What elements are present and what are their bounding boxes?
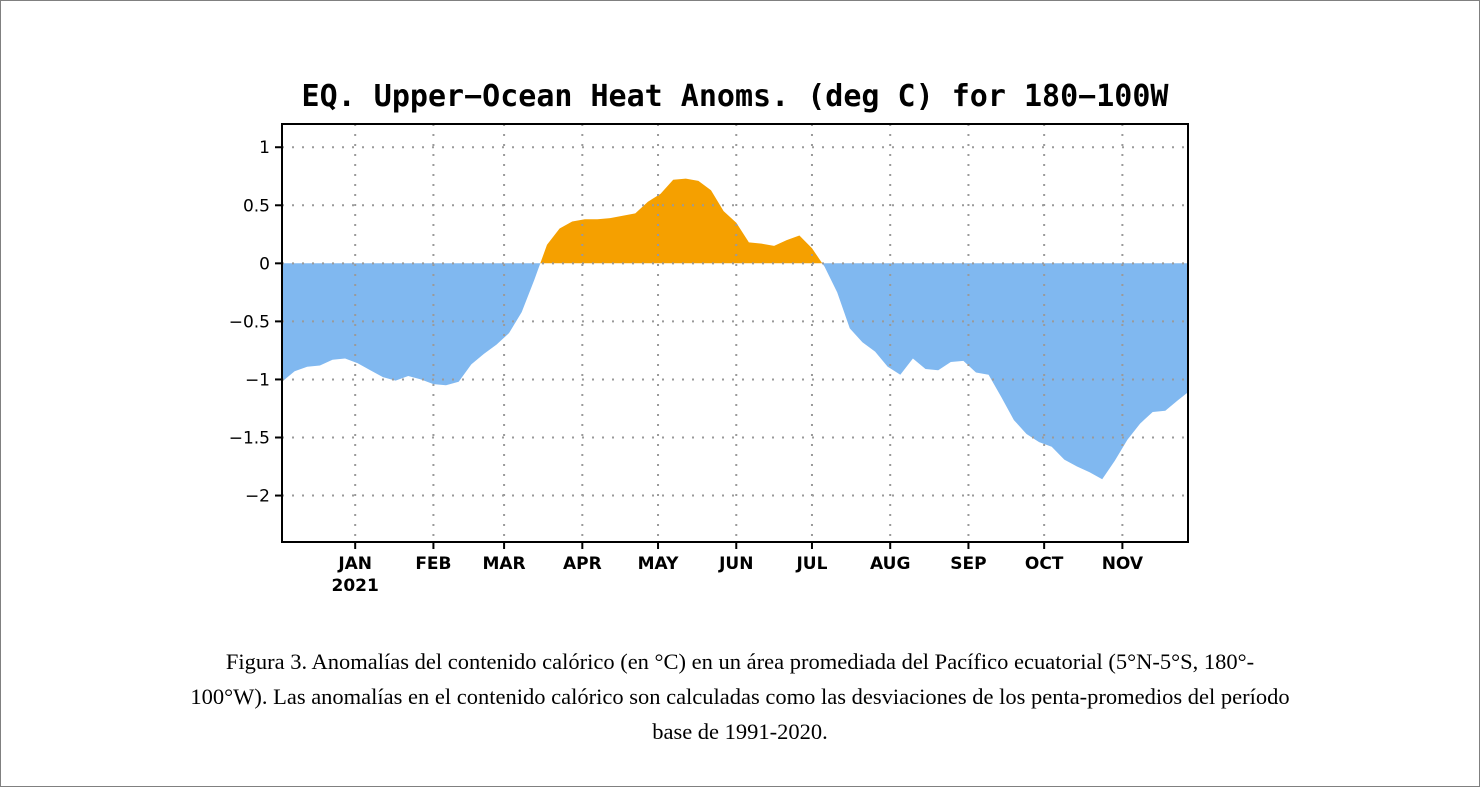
x-tick-label-4: APR (563, 554, 602, 574)
axes: 1 0.5 0 −0.5 −1 −1.5 −2 JAN FEB MAR APR MAY JUN JUL AU… (229, 123, 1189, 574)
negative-anomaly-region-2 (822, 263, 1188, 480)
x-tick-label-9: SEP (950, 554, 986, 574)
caption-line-3: base de 1991-2020. (652, 719, 828, 744)
y-tick-label-5: −1 (245, 370, 270, 390)
grid (282, 124, 1188, 542)
y-tick-label-7: −2 (245, 487, 270, 507)
negative-anomaly-region-1 (282, 263, 541, 386)
anomaly-area (282, 178, 1188, 480)
y-tick-label-3: 0 (259, 254, 270, 274)
y-tick-label-6: −1.5 (229, 429, 270, 449)
x-tick-label-6: JUN (718, 554, 753, 574)
x-tick-label-3: MAR (482, 554, 525, 574)
plot-frame (281, 123, 1189, 543)
x-tick-label-1: JAN (337, 554, 372, 574)
chart-title: EQ. Upper−Ocean Heat Anoms. (deg C) for … (302, 79, 1170, 114)
y-tick-label-1: 1 (259, 138, 270, 158)
caption-line-2: 100°W). Las anomalías en el contenido ca… (190, 684, 1290, 709)
caption-line-1: Figura 3. Anomalías del contenido calóri… (225, 649, 1255, 674)
x-tick-label-10: OCT (1025, 554, 1064, 574)
x-tick-label-11: NOV (1102, 554, 1144, 574)
y-tick-label-2: 0.5 (243, 196, 270, 216)
y-tick-label-4: −0.5 (229, 312, 270, 332)
year-label: 2021 (332, 576, 379, 596)
x-tick-label-8: AUG (870, 554, 910, 574)
figure-caption: Figura 3. Anomalías del contenido calóri… (30, 644, 1450, 749)
positive-anomaly-region-1 (540, 178, 823, 264)
x-tick-label-7: JUL (795, 554, 827, 574)
x-tick-label-2: FEB (415, 554, 451, 574)
x-tick-label-5: MAY (638, 554, 679, 574)
